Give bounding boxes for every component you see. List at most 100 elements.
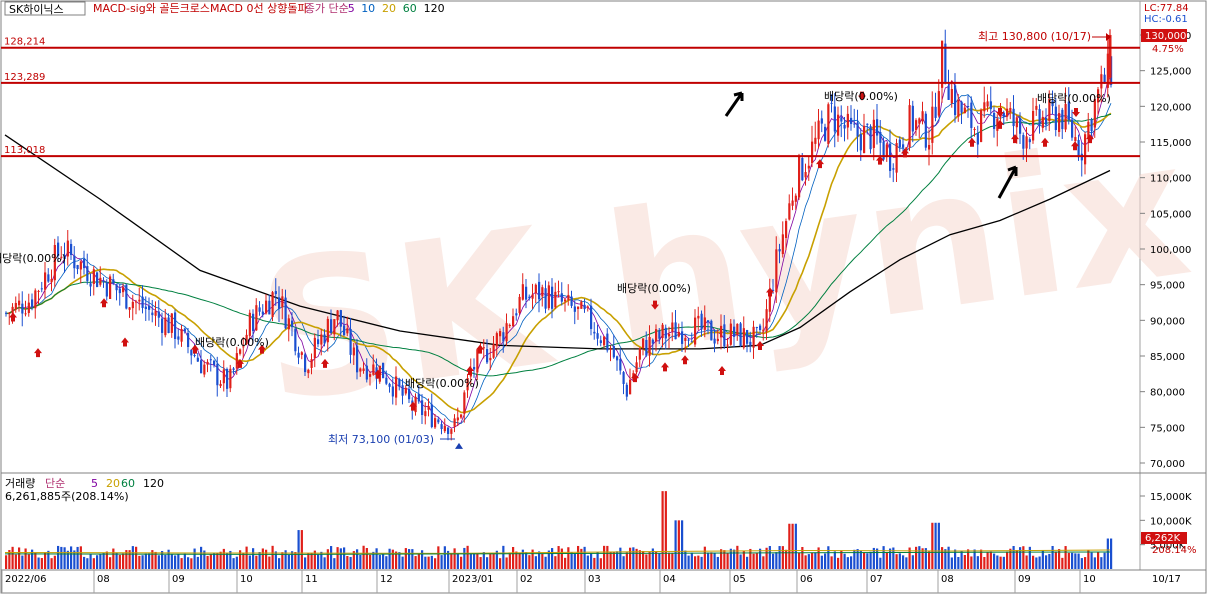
candle-body [1048, 98, 1051, 122]
volume-bar [63, 547, 66, 569]
volume-bar [999, 556, 1002, 569]
volume-bar [281, 552, 284, 569]
volume-bar [161, 551, 164, 569]
hline-label: 113,018 [4, 145, 45, 156]
candle-body [271, 292, 274, 318]
candle-body [772, 289, 775, 291]
volume-bar [200, 546, 203, 569]
lc-value: LC:77.84 [1144, 3, 1189, 14]
volume-bar [375, 548, 378, 569]
volume-bar [443, 546, 446, 569]
candle-body [902, 144, 905, 148]
candle-body [1077, 139, 1080, 158]
candle-body [833, 106, 836, 132]
volume-bar [603, 545, 606, 569]
candle-body [1090, 119, 1093, 132]
volume-bar [671, 552, 674, 569]
candle-body [430, 404, 433, 428]
candle-body [177, 336, 180, 340]
candle-body [625, 384, 628, 397]
candle-body [83, 258, 86, 269]
symbol-box[interactable] [4, 1, 86, 16]
candle-body [297, 352, 300, 358]
candle-body [453, 418, 456, 427]
candle-body [450, 429, 453, 434]
candle-body [278, 297, 281, 309]
candle-body [817, 120, 820, 140]
volume-bar [297, 530, 300, 569]
candle-body [1093, 99, 1096, 128]
dividend-label: 배당락(0.00%) [617, 282, 691, 295]
trend-arrow [997, 165, 1018, 199]
candle-body [837, 114, 840, 136]
change-label: 4.75% [1152, 44, 1184, 55]
volume-bar [151, 550, 154, 569]
candle-body [196, 357, 199, 362]
volume-bar [343, 547, 346, 569]
candle-body [1084, 134, 1087, 165]
high-annotation: 최고 130,800 (10/17) [978, 30, 1091, 43]
legend-item: 60 [403, 2, 417, 15]
volume-bar [174, 555, 177, 569]
candle-body [638, 348, 641, 360]
volume-bar [1048, 553, 1051, 569]
candle-body [1106, 53, 1109, 88]
volume-bar [755, 552, 758, 569]
volume-bar [853, 549, 856, 569]
buy-signal-arrow [34, 348, 42, 358]
candle-body [616, 356, 619, 361]
candle-body [248, 312, 251, 336]
candle-body [1067, 101, 1070, 120]
volume-bar [122, 553, 125, 569]
candle-body [70, 243, 73, 255]
volume-bar [92, 558, 95, 569]
volume-bar [541, 553, 544, 569]
candle-body [508, 324, 511, 326]
volume-ma-period: 20 [106, 477, 120, 490]
volume-bar [700, 556, 703, 569]
candle-body [388, 383, 391, 387]
volume-bar [515, 551, 518, 569]
volume-bar [788, 523, 791, 569]
volume-bar [495, 550, 498, 569]
candle-body [219, 383, 222, 387]
candle-body [1041, 116, 1044, 128]
candle-body [655, 329, 658, 342]
candle-body [235, 353, 238, 369]
candle-body [167, 317, 170, 334]
volume-bar [326, 549, 329, 569]
last-price-label: 130,000 [1145, 31, 1186, 42]
candle-body [226, 369, 229, 389]
candle-body [681, 331, 684, 344]
volume-bar [707, 552, 710, 569]
volume-bar [216, 553, 219, 569]
volume-bar [128, 550, 131, 569]
x-tick-label: 2023/01 [452, 574, 494, 585]
volume-bar [148, 553, 151, 569]
volume-bar [752, 553, 755, 569]
volume-bar [349, 556, 352, 569]
candle-body [222, 369, 225, 384]
ma60-line [5, 113, 1112, 377]
candle-body [1009, 107, 1012, 112]
candle-body [460, 414, 463, 418]
volume-bar [947, 546, 950, 569]
candle-body [1071, 119, 1074, 138]
y-tick-label: 85,000 [1150, 352, 1185, 363]
volume-bar [1054, 551, 1057, 569]
candle-body [690, 341, 693, 343]
volume-bar [681, 520, 684, 569]
candle-body [343, 325, 346, 336]
candle-body [31, 299, 34, 308]
volume-bar [635, 548, 638, 569]
volume-bar [131, 546, 134, 569]
candle-body [44, 272, 47, 290]
candle-body [986, 101, 989, 107]
candle-body [596, 333, 599, 339]
volume-bar [365, 547, 368, 569]
volume-bar [629, 547, 632, 569]
volume-bar [518, 552, 521, 569]
volume-bar [109, 557, 112, 569]
candle-body [733, 326, 736, 337]
candle-body [359, 368, 362, 372]
